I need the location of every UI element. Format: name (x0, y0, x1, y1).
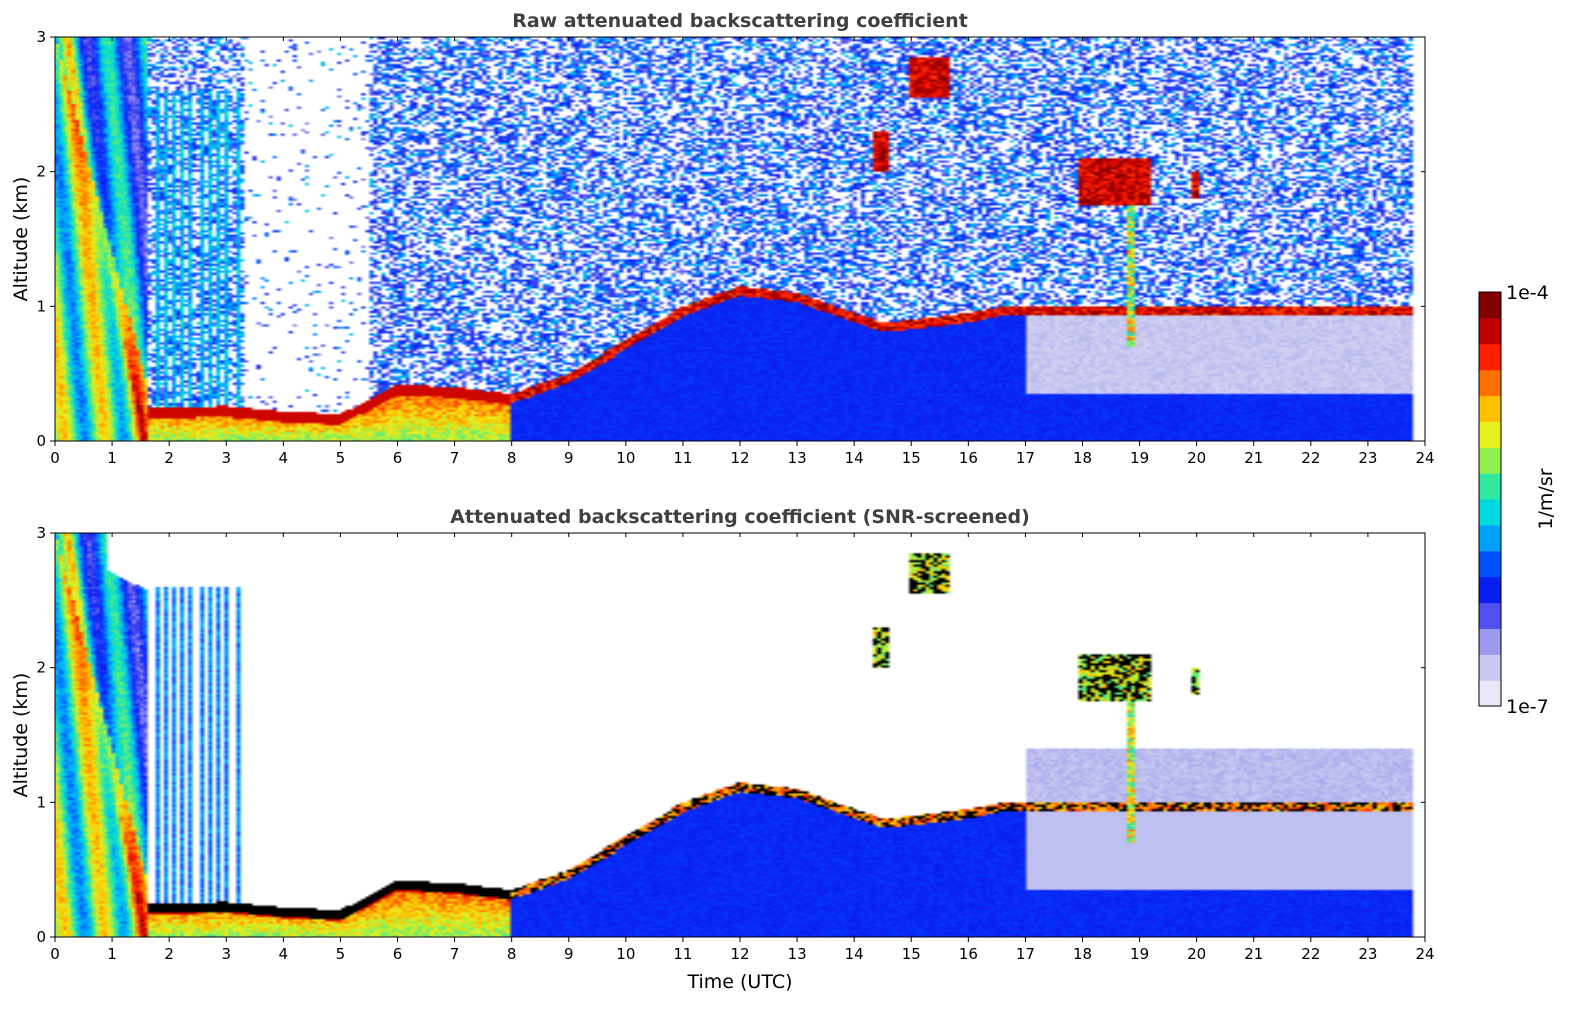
colorbar-segment (1479, 499, 1501, 526)
x-tick-label: 15 (902, 449, 921, 467)
x-tick-label: 5 (336, 945, 346, 963)
colorbar-unit-label: 1/m/sr (1535, 468, 1557, 529)
colorbar-segment (1479, 421, 1501, 448)
raw-panel-x-ticks: 0 1 2 3 4 5 6 7 8 9 10 11 12 13 14 15 16 17 18 19 20 21 22 23 24 (50, 37, 1435, 467)
colorbar-segment (1479, 602, 1501, 629)
x-tick-label: 1 (107, 945, 117, 963)
x-tick-label: 3 (221, 449, 231, 467)
x-tick-label: 16 (959, 449, 978, 467)
x-tick-label: 2 (164, 449, 174, 467)
x-tick-label: 9 (564, 449, 574, 467)
time-axis-label: Time (UTC) (686, 971, 792, 993)
x-tick-label: 17 (1016, 945, 1035, 963)
x-tick-label: 21 (1244, 945, 1263, 963)
x-tick-label: 10 (616, 945, 635, 963)
colorbar-segment (1479, 369, 1501, 397)
x-tick-label: 16 (959, 945, 978, 963)
snr-panel-y-label: Altitude (km) (10, 673, 32, 798)
y-tick-label: 3 (36, 524, 46, 542)
colorbar-segment (1479, 343, 1501, 371)
y-tick-label: 1 (36, 297, 46, 315)
x-tick-label: 22 (1301, 945, 1320, 963)
x-tick-label: 23 (1358, 945, 1377, 963)
x-tick-label: 20 (1187, 449, 1206, 467)
snr-screened-heatmap (55, 533, 1425, 937)
x-tick-label: 8 (507, 449, 517, 467)
x-tick-label: 5 (336, 449, 346, 467)
x-tick-label: 0 (50, 945, 60, 963)
colorbar-max-label: 1e-4 (1506, 282, 1549, 304)
x-tick-label: 1 (107, 449, 117, 467)
x-tick-label: 13 (788, 945, 807, 963)
colorbar-segment (1479, 680, 1501, 707)
x-tick-label: 24 (1415, 945, 1434, 963)
raw-backscatter-heatmap (55, 37, 1425, 441)
colorbar-gradient (1479, 292, 1501, 707)
x-tick-label: 4 (279, 449, 289, 467)
snr-panel-y-ticks: 0 1 2 3 (36, 524, 1425, 946)
colorbar-segment (1479, 576, 1501, 604)
colorbar-segment (1479, 654, 1501, 681)
x-tick-label: 23 (1358, 449, 1377, 467)
heatmap-cells (55, 533, 1425, 937)
colorbar-segment (1479, 473, 1501, 500)
x-tick-label: 15 (902, 945, 921, 963)
raw-panel-title: Raw attenuated backscattering coefficien… (512, 10, 968, 32)
x-tick-label: 9 (564, 945, 574, 963)
x-tick-label: 6 (393, 449, 403, 467)
x-tick-label: 12 (730, 449, 749, 467)
snr-panel-x-ticks: 0 1 2 3 4 5 6 7 8 9 10 11 12 13 14 15 16 17 18 19 20 21 22 23 24 (50, 533, 1435, 963)
colorbar-min-label: 1e-7 (1506, 696, 1549, 718)
x-tick-label: 7 (450, 449, 460, 467)
y-tick-label: 2 (36, 163, 46, 181)
colorbar-frame (1478, 291, 1502, 707)
x-tick-label: 11 (673, 449, 692, 467)
y-tick-label: 0 (36, 432, 46, 450)
colorbar-segment (1479, 524, 1501, 552)
x-tick-label: 20 (1187, 945, 1206, 963)
x-tick-label: 7 (450, 945, 460, 963)
heatmap-cells (55, 37, 1425, 441)
x-tick-label: 8 (507, 945, 517, 963)
colorbar-segment (1479, 550, 1501, 578)
x-tick-label: 24 (1415, 449, 1434, 467)
x-tick-label: 2 (164, 945, 174, 963)
y-tick-label: 3 (36, 28, 46, 46)
x-tick-label: 21 (1244, 449, 1263, 467)
x-tick-label: 17 (1016, 449, 1035, 467)
y-tick-label: 0 (36, 928, 46, 946)
x-tick-label: 6 (393, 945, 403, 963)
x-tick-label: 4 (279, 945, 289, 963)
raw-backscatter-panel: Raw attenuated backscattering coefficien… (10, 10, 1435, 467)
colorbar-segment (1479, 317, 1501, 345)
x-tick-label: 19 (1130, 449, 1149, 467)
raw-panel-y-ticks: 0 1 2 3 (36, 28, 1425, 450)
y-tick-label: 1 (36, 793, 46, 811)
x-tick-label: 11 (673, 945, 692, 963)
x-tick-label: 14 (845, 449, 864, 467)
colorbar: 1e-4 1e-7 1/m/sr (1478, 282, 1557, 718)
x-tick-label: 18 (1073, 449, 1092, 467)
snr-panel-title: Attenuated backscattering coefficient (S… (450, 506, 1030, 528)
x-tick-label: 10 (616, 449, 635, 467)
x-tick-label: 3 (221, 945, 231, 963)
x-tick-label: 0 (50, 449, 60, 467)
x-tick-label: 19 (1130, 945, 1149, 963)
colorbar-segment (1479, 395, 1501, 422)
raw-panel-y-label: Altitude (km) (10, 177, 32, 302)
colorbar-segment (1479, 628, 1501, 655)
x-tick-label: 18 (1073, 945, 1092, 963)
x-tick-label: 13 (788, 449, 807, 467)
x-tick-label: 14 (845, 945, 864, 963)
colorbar-segment (1479, 447, 1501, 474)
colorbar-segment (1479, 292, 1501, 319)
x-tick-label: 22 (1301, 449, 1320, 467)
y-tick-label: 2 (36, 659, 46, 677)
snr-screened-panel: Attenuated backscattering coefficient (S… (10, 506, 1435, 993)
x-tick-label: 12 (730, 945, 749, 963)
